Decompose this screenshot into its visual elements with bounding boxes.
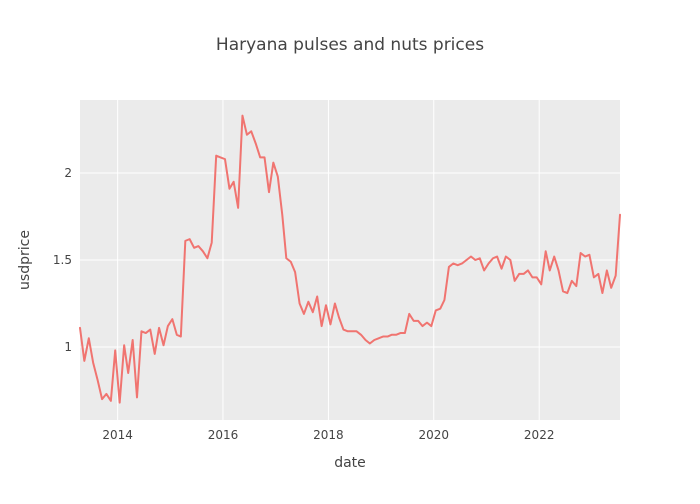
y-tick-label: 1 <box>64 340 72 354</box>
x-tick-label: 2020 <box>418 428 449 442</box>
price-series-line <box>79 114 621 404</box>
x-tick-label: 2014 <box>102 428 133 442</box>
x-axis-ticks: 2014 2016 2018 2020 2022 <box>102 428 554 442</box>
x-axis-title: date <box>334 455 366 471</box>
y-tick-label: 1.5 <box>53 253 72 267</box>
chart-title: Haryana pulses and nuts prices <box>216 35 484 55</box>
y-tick-label: 2 <box>64 166 72 180</box>
x-tick-label: 2016 <box>208 428 239 442</box>
x-tick-label: 2022 <box>524 428 555 442</box>
y-axis-ticks: 11.52 <box>53 166 72 354</box>
x-tick-label: 2018 <box>313 428 344 442</box>
y-gridlines <box>80 172 620 348</box>
y-axis-title: usdprice <box>17 230 33 290</box>
